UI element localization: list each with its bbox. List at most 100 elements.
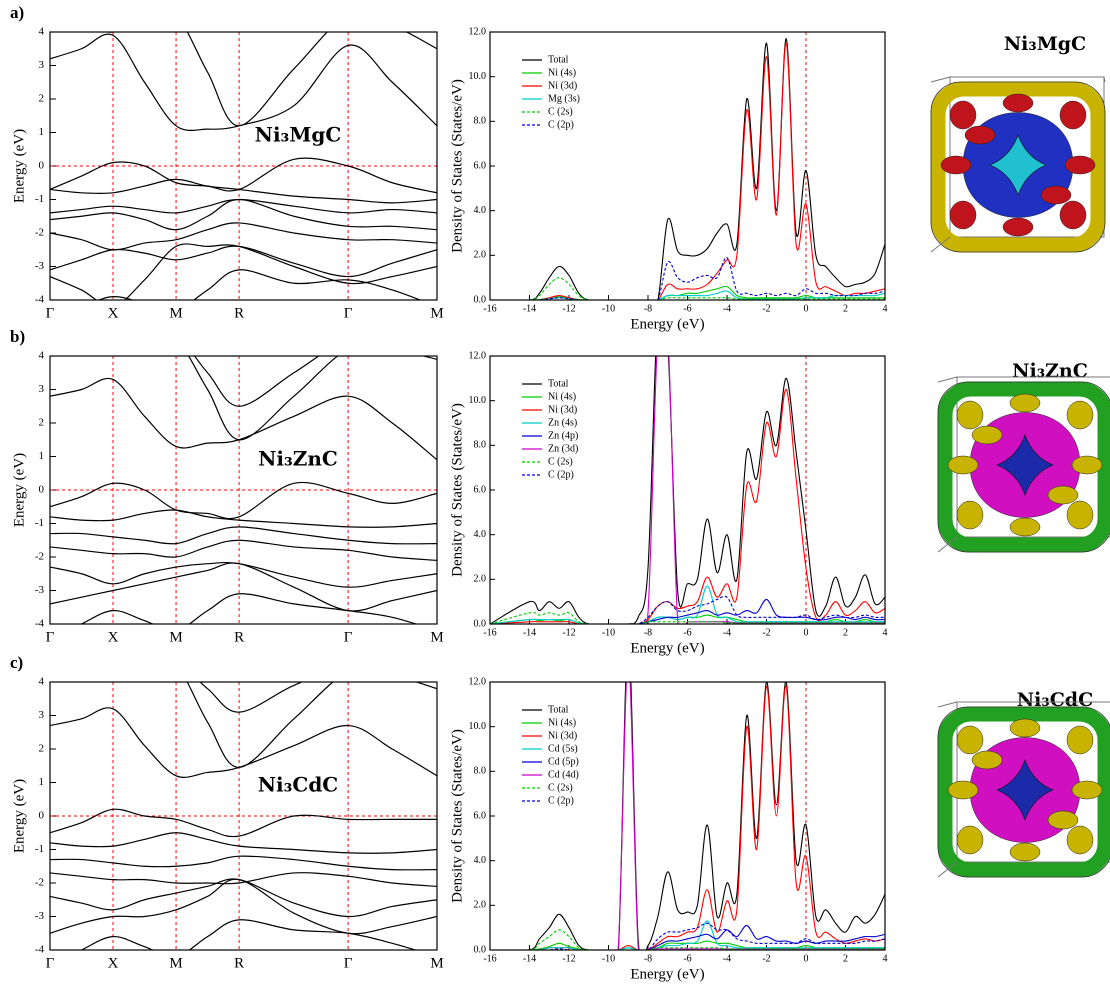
y-tick-label: 12.0 (469, 676, 487, 687)
x-tick-label: -6 (683, 303, 691, 314)
band-line (50, 377, 437, 461)
band-line (50, 509, 437, 528)
x-tick-label: -16 (483, 303, 496, 314)
band-line (187, 356, 437, 441)
y-tick-label: 6.0 (474, 160, 487, 171)
y-tick-label: 0.0 (474, 618, 487, 629)
x-tick-label: -2 (762, 627, 770, 638)
band-line (50, 878, 437, 918)
fs-frame (937, 381, 1110, 553)
y-tick-label: 0.0 (474, 944, 487, 955)
dos-line (490, 42, 885, 300)
x-tick-label: R (234, 955, 244, 971)
x-tick-label: -10 (602, 303, 615, 314)
annotation: Ni₃ZnC (258, 447, 338, 471)
x-tick-label: 0 (804, 303, 809, 314)
dos-line (490, 685, 885, 950)
band-line (50, 707, 437, 778)
x-tick-label: -16 (483, 627, 496, 638)
fermi-surface (930, 76, 1106, 253)
legend-label: Zn (3d) (548, 443, 578, 454)
fs-lobe (1066, 725, 1094, 755)
x-tick-label: Γ (46, 629, 55, 645)
fs-lobe (956, 725, 984, 755)
legend-label: Zn (4s) (548, 417, 577, 428)
y-axis-title: Energy (eV) (11, 779, 27, 853)
fs-lobe (1009, 393, 1041, 413)
legend-label: Total (548, 704, 569, 715)
y-tick-label: 8.0 (474, 116, 487, 127)
fs-lobe (956, 400, 984, 430)
plot-frame (489, 31, 886, 301)
x-axis-title: Energy (eV) (630, 316, 704, 332)
x-tick-label: -4 (723, 627, 731, 638)
fs-lobe (1066, 825, 1094, 855)
fermi-surface (937, 701, 1110, 878)
panel-label: a) (10, 3, 24, 22)
band-line (193, 356, 320, 407)
fs-frame-edge (937, 381, 1110, 553)
x-tick-label: -8 (644, 627, 652, 638)
dos-line (490, 922, 885, 950)
x-axis-title: Energy (eV) (630, 640, 704, 656)
y-tick-label: 8.0 (474, 440, 487, 451)
dos-line (490, 356, 885, 624)
dos-line (490, 920, 885, 950)
band-line (104, 32, 437, 127)
dos-line (490, 611, 885, 624)
x-tick-label: Γ (46, 955, 55, 971)
legend-label: C (2p) (548, 119, 574, 130)
y-tick-label: 10.0 (469, 721, 487, 732)
x-tick-label: 0 (804, 953, 809, 964)
panel-label: c) (10, 653, 23, 672)
fs-lobe (956, 825, 984, 855)
fs-lobe (947, 455, 979, 475)
legend-label: Ni (3d) (548, 730, 577, 741)
fs-core (996, 759, 1054, 821)
y-tick-label: -1 (35, 517, 44, 529)
band-line (80, 593, 419, 624)
band-line (50, 832, 437, 854)
band-line (50, 539, 437, 561)
legend-label: Ni (4s) (548, 717, 576, 728)
bz-edges (937, 701, 958, 878)
x-tick-label: R (234, 629, 244, 645)
legend-label: Cd (4d) (548, 769, 579, 780)
y-axis-title: Energy (eV) (11, 129, 27, 203)
band-line (50, 872, 437, 887)
x-tick-label: X (108, 629, 119, 645)
fs-lobe (947, 780, 979, 800)
x-tick-label: 4 (883, 627, 888, 638)
y-tick-label: 4.0 (474, 855, 487, 866)
x-tick-label: -14 (523, 627, 536, 638)
y-tick-label: 12.0 (469, 26, 487, 37)
y-tick-label: 4 (39, 676, 45, 688)
y-tick-label: -4 (35, 944, 45, 956)
y-tick-label: -3 (35, 910, 45, 922)
fermi-surface-title: Ni₃ZnC (1012, 360, 1088, 382)
x-tick-label: M (430, 629, 443, 645)
y-tick-label: 1 (39, 450, 45, 462)
x-tick-label: M (169, 305, 182, 321)
x-tick-label: -8 (644, 303, 652, 314)
legend-label: Mg (3s) (548, 93, 580, 104)
legend-label: Ni (3d) (548, 80, 577, 91)
x-tick-label: -2 (762, 303, 770, 314)
x-tick-label: Γ (344, 955, 353, 971)
y-tick-label: 4.0 (474, 205, 487, 216)
band-line (186, 682, 437, 769)
bz-edges (930, 76, 1106, 253)
legend-label: Ni (4s) (548, 67, 576, 78)
y-tick-label: 6.0 (474, 484, 487, 495)
x-tick-label: -2 (762, 953, 770, 964)
x-tick-label: -6 (683, 953, 691, 964)
x-tick-label: -12 (562, 627, 575, 638)
x-tick-label: -14 (523, 953, 536, 964)
y-tick-label: 10.0 (469, 395, 487, 406)
legend-label: C (2s) (548, 456, 573, 467)
x-tick-label: 2 (843, 953, 848, 964)
y-tick-label: -3 (35, 260, 45, 272)
x-tick-label: X (108, 305, 119, 321)
y-tick-label: 0 (39, 160, 45, 172)
y-tick-label: 2 (39, 417, 45, 429)
